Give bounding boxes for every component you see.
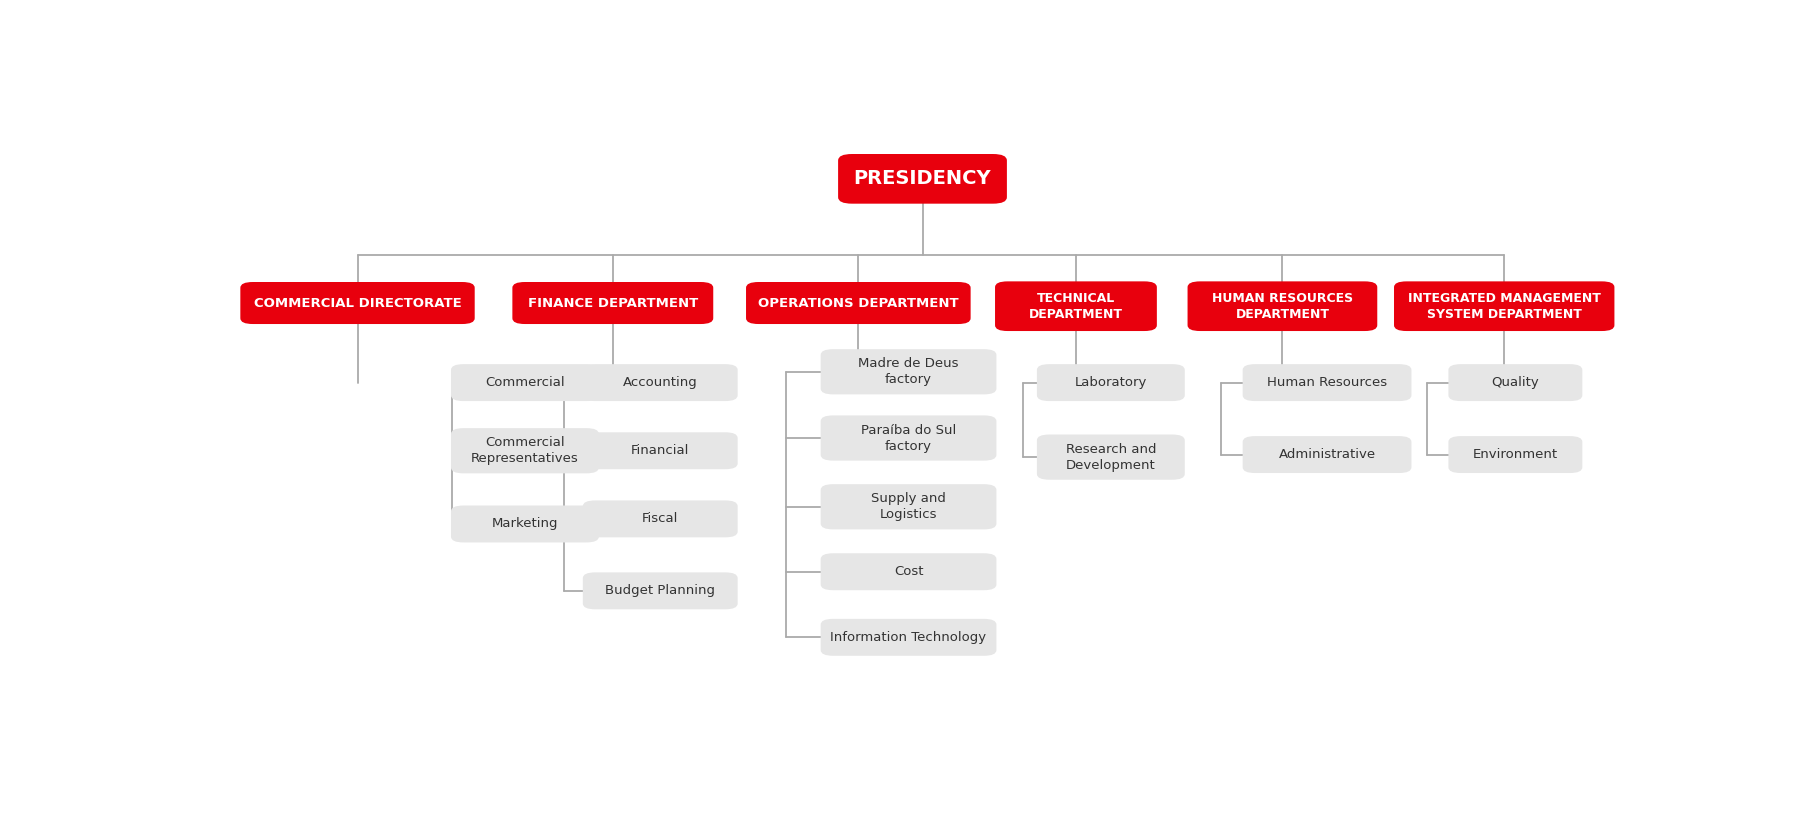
FancyBboxPatch shape [452,364,599,401]
Text: Environment: Environment [1472,448,1559,461]
FancyBboxPatch shape [583,572,738,609]
Text: Administrative: Administrative [1278,448,1375,461]
FancyBboxPatch shape [513,282,713,324]
Text: Commercial
Representatives: Commercial Representatives [472,437,580,466]
Text: FINANCE DEPARTMENT: FINANCE DEPARTMENT [527,297,698,309]
Text: Laboratory: Laboratory [1075,376,1147,390]
FancyBboxPatch shape [821,349,997,394]
FancyBboxPatch shape [452,428,599,473]
Text: Cost: Cost [895,565,923,578]
FancyBboxPatch shape [583,364,738,401]
Text: Paraíba do Sul
factory: Paraíba do Sul factory [860,423,956,452]
FancyBboxPatch shape [821,553,997,590]
Text: OPERATIONS DEPARTMENT: OPERATIONS DEPARTMENT [758,297,959,309]
FancyBboxPatch shape [821,415,997,461]
Text: Budget Planning: Budget Planning [605,585,715,597]
Text: Accounting: Accounting [623,376,698,390]
Text: HUMAN RESOURCES
DEPARTMENT: HUMAN RESOURCES DEPARTMENT [1211,292,1354,321]
FancyBboxPatch shape [839,154,1006,203]
Text: COMMERCIAL DIRECTORATE: COMMERCIAL DIRECTORATE [254,297,461,309]
Text: INTEGRATED MANAGEMENT
SYSTEM DEPARTMENT: INTEGRATED MANAGEMENT SYSTEM DEPARTMENT [1408,292,1600,321]
FancyBboxPatch shape [1037,364,1184,401]
Text: Supply and
Logistics: Supply and Logistics [871,492,947,521]
FancyBboxPatch shape [821,484,997,529]
FancyBboxPatch shape [1449,436,1582,473]
Text: Marketing: Marketing [491,518,558,530]
FancyBboxPatch shape [1188,281,1377,331]
Text: Financial: Financial [632,444,689,457]
FancyBboxPatch shape [583,433,738,469]
FancyBboxPatch shape [1449,364,1582,401]
Text: Madre de Deus
factory: Madre de Deus factory [859,357,959,386]
FancyBboxPatch shape [583,500,738,538]
FancyBboxPatch shape [1393,281,1615,331]
FancyBboxPatch shape [1242,436,1411,473]
FancyBboxPatch shape [452,505,599,543]
Text: Quality: Quality [1492,376,1539,390]
Text: Human Resources: Human Resources [1267,376,1388,390]
Text: TECHNICAL
DEPARTMENT: TECHNICAL DEPARTMENT [1030,292,1123,321]
FancyBboxPatch shape [995,281,1157,331]
FancyBboxPatch shape [1242,364,1411,401]
FancyBboxPatch shape [821,619,997,656]
FancyBboxPatch shape [1037,434,1184,480]
Text: PRESIDENCY: PRESIDENCY [853,170,992,189]
Text: Commercial: Commercial [486,376,565,390]
Text: Information Technology: Information Technology [830,631,986,644]
FancyBboxPatch shape [241,282,475,324]
Text: Fiscal: Fiscal [643,513,679,525]
Text: Research and
Development: Research and Development [1066,442,1156,471]
FancyBboxPatch shape [745,282,970,324]
